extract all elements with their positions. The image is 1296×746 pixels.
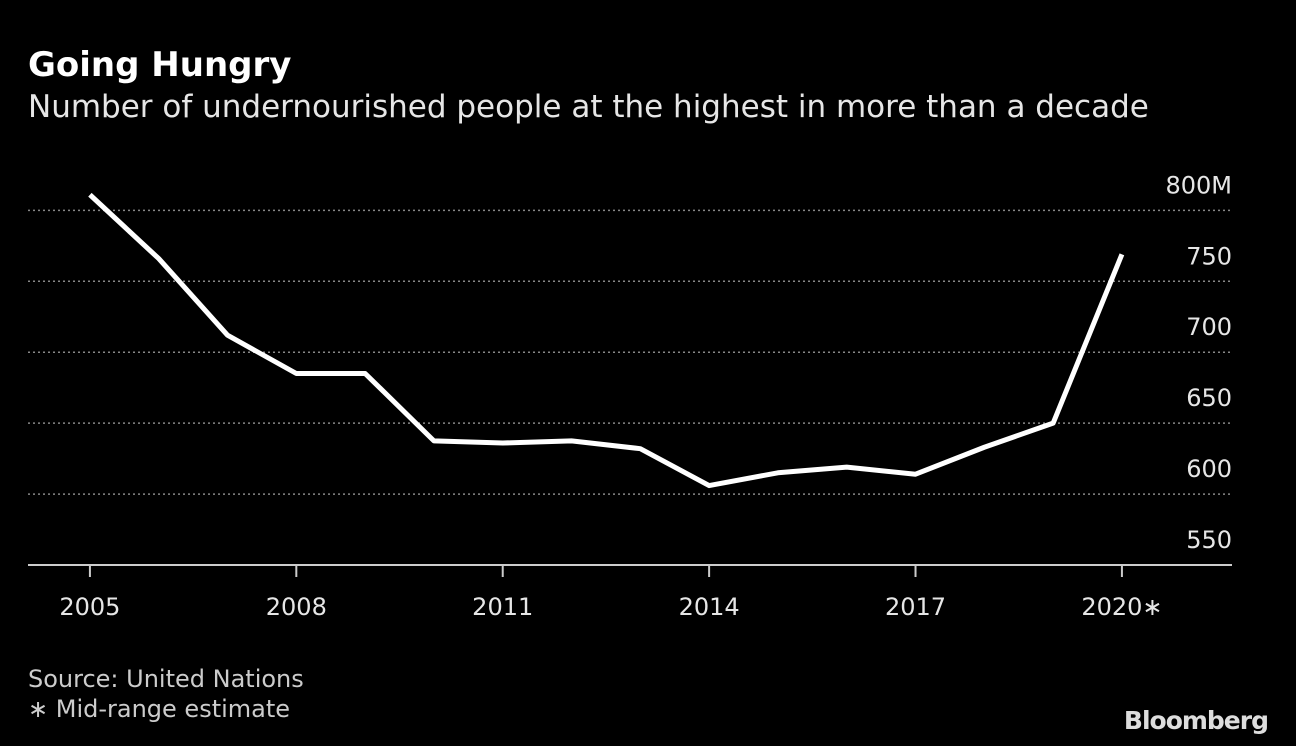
x-tick-label: 2005 <box>59 593 120 621</box>
note: ∗ Mid-range estimate <box>28 695 290 723</box>
x-tick-label: 2017 <box>885 593 946 621</box>
y-tick-label: 700 <box>1186 313 1232 341</box>
x-tick-label: 2008 <box>266 593 327 621</box>
line-series <box>88 192 1125 489</box>
y-tick-label: 650 <box>1186 384 1232 412</box>
chart-title: Going Hungry <box>28 45 291 85</box>
source: Source: United Nations <box>28 665 304 693</box>
y-tick-label: 600 <box>1186 455 1232 483</box>
brand-logo: Bloomberg <box>1124 706 1268 735</box>
chart-subtitle: Number of undernourished people at the h… <box>28 89 1149 125</box>
y-tick-label: 550 <box>1186 526 1232 554</box>
x-tick-label: 2020∗ <box>1081 593 1162 621</box>
y-tick-label: 800M <box>1165 171 1232 199</box>
y-tick-label: 750 <box>1186 242 1232 270</box>
x-tick-label: 2014 <box>679 593 740 621</box>
x-tick-label: 2011 <box>472 593 533 621</box>
